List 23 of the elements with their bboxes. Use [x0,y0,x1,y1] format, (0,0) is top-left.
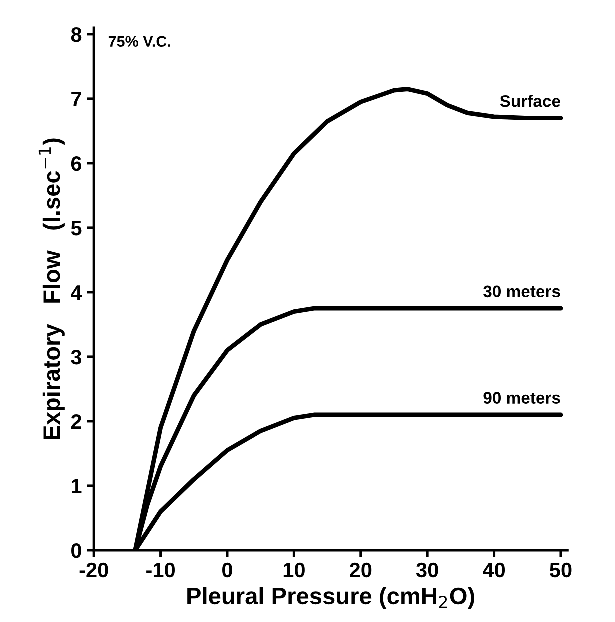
x-tick-label: 10 [284,562,305,578]
y-tick-label: 5 [71,221,82,236]
y-tick-label: 1 [72,479,82,494]
x-axis-title: Pleural Pressure (cmH$_{2}$O) [188,587,474,610]
y-tick-label: 0 [72,543,82,558]
y-tick-label: 4 [71,286,82,300]
x-tick-label: 0 [222,562,232,578]
series-label: 30 meters [484,286,560,298]
y-tick-label: 8 [71,27,82,42]
x-tick-label: 20 [350,562,372,578]
series-label: 90 meters [484,392,560,404]
y-axis-title: Expiratory Flow (l.sec$^{−1}$) [38,138,65,440]
y-tick-label: 7 [72,92,82,106]
y-tick-label: 6 [71,156,82,172]
x-tick-label: 30 [416,562,438,578]
series-label: Surface [500,95,560,108]
x-tick-label: -10 [146,562,175,578]
y-tick-label: 2 [71,414,82,430]
x-tick-label: 50 [550,562,572,578]
x-tick-label: -20 [80,562,108,578]
x-tick-label: 40 [483,562,506,578]
annotation: 75% V.C. [108,36,170,48]
y-tick-label: 3 [71,350,82,365]
